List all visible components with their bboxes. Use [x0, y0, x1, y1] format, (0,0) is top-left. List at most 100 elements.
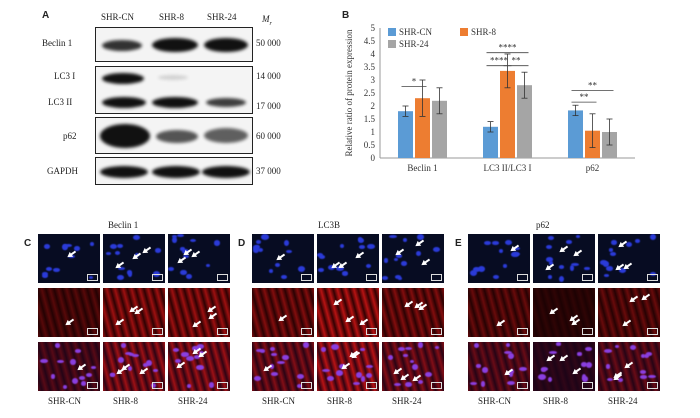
y-tick-label: 1 [371, 127, 376, 137]
arrow-indicator-icon [342, 362, 351, 369]
micrograph-column-label: SHR-24 [178, 396, 208, 406]
micrograph-column-label: SHR-CN [478, 396, 512, 406]
arrow-indicator-icon [395, 248, 404, 255]
micrograph-tile [533, 288, 595, 337]
nucleus-dot [614, 344, 620, 349]
nucleus-dot [509, 369, 514, 375]
scale-bar-icon [152, 328, 163, 335]
nucleus-dot [181, 352, 189, 357]
nucleus-dot [261, 234, 269, 240]
blot-column-label: SHR-8 [159, 12, 185, 22]
nucleus-dot [469, 382, 478, 386]
arrow-indicator-icon [334, 298, 343, 305]
nucleus-dot [416, 251, 422, 257]
nucleus-dot [502, 264, 508, 269]
nucleus-dot [473, 267, 481, 273]
micrograph-tile [468, 342, 530, 391]
x-tick-label: LC3 II/LC3 I [484, 163, 532, 173]
y-tick-label: 4.5 [364, 36, 376, 46]
nucleus-dot [286, 249, 293, 254]
arrow-indicator-icon [352, 352, 360, 359]
nucleus-dot [327, 375, 335, 381]
scale-bar-icon [217, 382, 228, 389]
nucleus-dot [117, 266, 125, 271]
nucleus-dot [481, 367, 488, 373]
micrograph-tile [533, 234, 595, 283]
scale-bar-icon [366, 274, 377, 281]
nucleus-dot [280, 274, 287, 280]
nucleus-dot [297, 374, 305, 380]
nucleus-dot [78, 375, 86, 380]
micrograph-tile [598, 342, 660, 391]
scale-bar-icon [301, 382, 312, 389]
scale-bar-icon [517, 274, 528, 281]
scale-bar-icon [366, 328, 377, 335]
blot-column-label: SHR-24 [207, 12, 237, 22]
molecular-weight-header: Mr [262, 14, 272, 27]
nucleus-dot [186, 356, 194, 362]
nucleus-dot [367, 243, 376, 250]
blot-lc3 [95, 66, 253, 114]
micrograph-tile [382, 342, 444, 391]
nucleus-dot [331, 344, 340, 351]
micrograph-tile [252, 234, 314, 283]
bar [432, 100, 447, 158]
nucleus-dot [629, 344, 637, 351]
nucleus-dot [282, 354, 289, 361]
nucleus-dot [74, 246, 80, 251]
arrow-indicator-icon [625, 361, 634, 369]
bar [500, 70, 515, 158]
arrow-indicator-icon [405, 300, 413, 307]
micrograph-column-label: SHR-8 [113, 396, 139, 406]
nucleus-dot [618, 267, 627, 274]
molecular-weight: 17 000 [256, 101, 281, 111]
micrograph-tile [252, 342, 314, 391]
scale-bar-icon [366, 382, 377, 389]
nucleus-dot [394, 258, 399, 262]
micrograph-tile [38, 234, 100, 283]
blot-row-label: LC3 I [54, 71, 76, 81]
nucleus-dot [504, 350, 512, 355]
nucleus-dot [548, 235, 555, 241]
nucleus-dot [403, 353, 408, 358]
nucleus-dot [206, 264, 211, 268]
x-tick-label: Beclin 1 [407, 163, 437, 173]
nucleus-dot [394, 382, 401, 386]
arrow-indicator-icon [199, 350, 207, 357]
nucleus-dot [39, 358, 48, 364]
nucleus-dot [537, 373, 546, 380]
nucleus-dot [424, 371, 433, 378]
scale-bar-icon [582, 382, 593, 389]
blot-row-label: LC3 II [48, 97, 73, 107]
nucleus-dot [132, 235, 140, 240]
nucleus-dot [186, 274, 193, 280]
nucleus-dot [639, 370, 647, 375]
nucleus-dot [603, 273, 610, 277]
y-tick-label: 0.5 [364, 140, 376, 150]
arrow-indicator-icon [630, 295, 639, 302]
nucleus-dot [275, 262, 280, 267]
nucleus-dot [635, 239, 640, 243]
blot-row-label: p62 [63, 131, 77, 141]
scale-bar-icon [647, 382, 658, 389]
nucleus-dot [172, 236, 177, 243]
nucleus-dot [127, 271, 132, 278]
nucleus-dot [168, 266, 175, 271]
nucleus-dot [120, 343, 127, 348]
scale-bar-icon [87, 382, 98, 389]
nucleus-dot [131, 353, 140, 358]
arrow-indicator-icon [135, 307, 144, 314]
legend-swatch [388, 28, 396, 36]
micrograph-tile [317, 288, 379, 337]
arrow-indicator-icon [339, 261, 348, 268]
y-tick-label: 3 [371, 75, 376, 85]
nucleus-dot [258, 248, 263, 253]
scale-bar-icon [431, 382, 442, 389]
nucleus-dot [397, 347, 405, 352]
scale-bar-icon [217, 274, 228, 281]
arrow-indicator-icon [550, 307, 559, 315]
stain-title: p62 [536, 220, 550, 230]
nucleus-dot [548, 260, 554, 265]
legend-swatch [388, 40, 396, 48]
nucleus-dot [50, 373, 56, 379]
